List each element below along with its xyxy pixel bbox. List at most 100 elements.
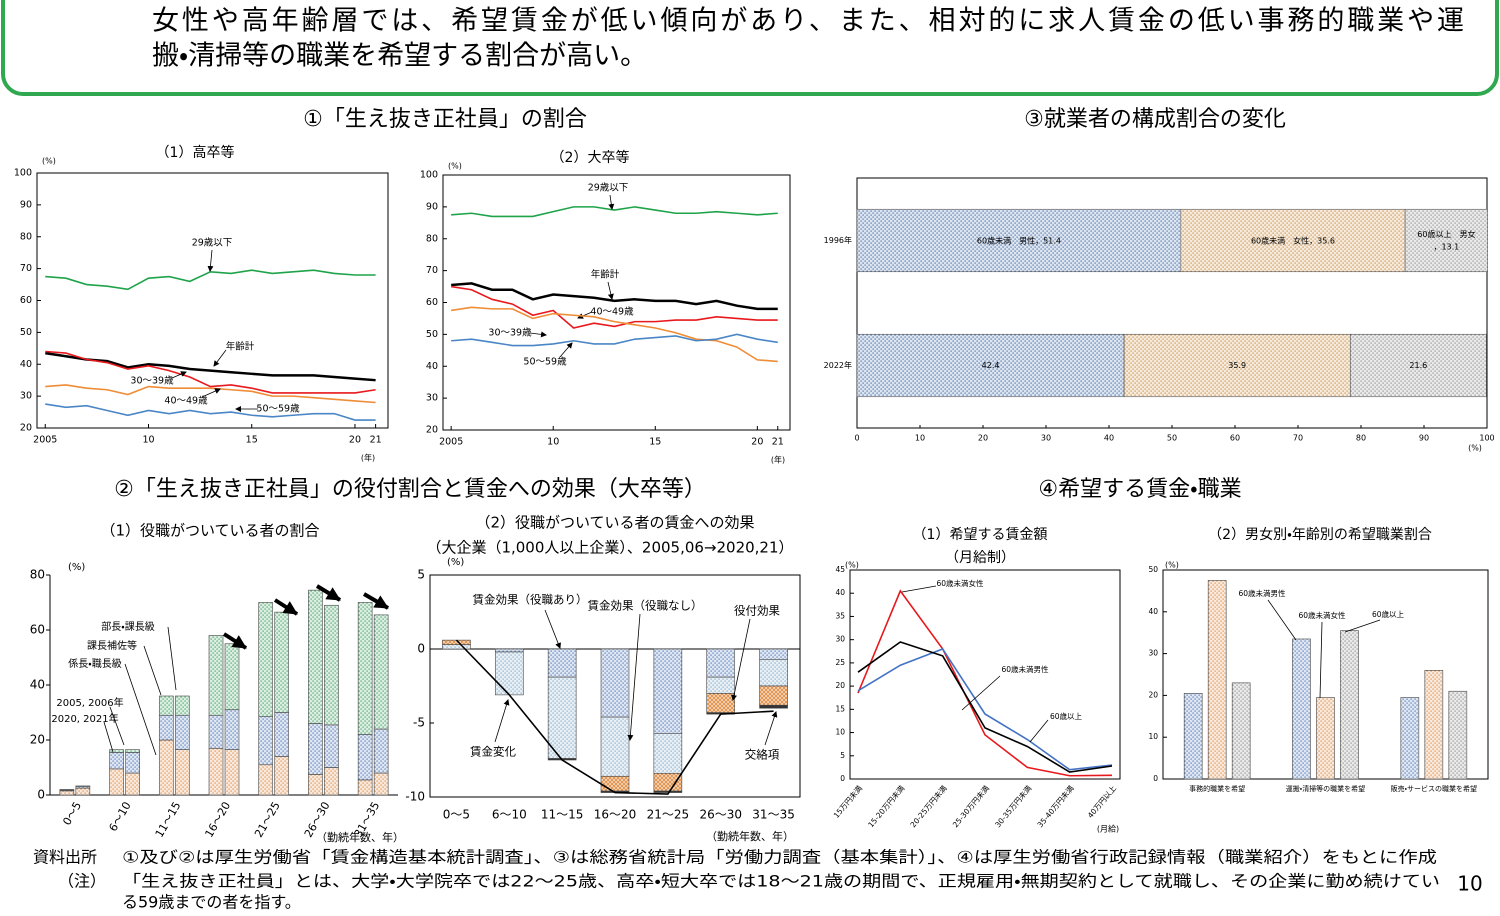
bar-segment: [258, 602, 274, 717]
bar-segment: [1207, 580, 1227, 780]
leader-line: [529, 331, 547, 338]
bar-segment: [706, 648, 736, 678]
bar-segment: [158, 695, 174, 716]
y-tick-label: -10: [405, 790, 425, 804]
y-tick-label: 50: [426, 329, 438, 340]
bar-segment: [357, 602, 373, 735]
y-tick-label: -5: [413, 716, 425, 730]
x-unit: (年): [771, 455, 785, 465]
bar-segment: [442, 644, 471, 650]
bar-segment: [357, 734, 373, 781]
y-tick-label: 0: [1153, 774, 1158, 783]
annotation: 60歳未満男性: [1001, 664, 1049, 674]
bar-segment: [208, 714, 224, 749]
x-tick-label: 15-20万円未満: [865, 783, 906, 829]
y-unit: (%): [68, 562, 85, 573]
x-tick-label: 60: [1230, 434, 1240, 443]
series-line: [451, 282, 778, 311]
bar-label: 60歳未満 男性，51.4: [977, 235, 1061, 245]
x-tick-label: 0～5: [443, 808, 470, 822]
section-title: ②「生え抜き正社員」の役付割合と賃金への効果（大卒等）: [114, 477, 706, 502]
series-line: [857, 647, 1113, 771]
annotation: 30～39歳: [130, 375, 174, 387]
y-tick-label: 40: [426, 361, 438, 372]
section-title: ①「生え抜き正社員」の割合: [303, 107, 587, 132]
label-separator: ，: [1433, 242, 1441, 251]
source-text: ①及び②は厚生労働省「賃金構造基本統計調査」、③は総務省統計局「労働力調査（基本…: [122, 848, 1437, 867]
bar-segment: [1183, 693, 1203, 780]
bar-segment: [653, 733, 683, 774]
y-tick-label: 30: [1148, 649, 1158, 658]
x-tick-label: 11～15: [541, 808, 584, 822]
annotation: 2020, 2021年: [51, 712, 118, 725]
header-text: 搬・清掃等の職業を希望する割合が高い。: [152, 41, 647, 72]
bar-segment: [600, 716, 630, 777]
bar-segment: [109, 749, 124, 753]
y-tick-label: 100: [14, 168, 32, 179]
x-tick-label: 21: [772, 437, 784, 448]
x-tick-label: 26～30: [699, 808, 742, 822]
section-title: ③就業者の構成割合の変化: [1024, 107, 1286, 132]
bar-segment: [759, 685, 788, 706]
x-tick-label: 30-35万円未満: [992, 783, 1033, 829]
x-tick-label: 16～20: [202, 800, 233, 840]
y-tick-label: 20: [30, 733, 45, 747]
bar-segment: [324, 604, 339, 726]
x-unit: （勤続年数、年）: [316, 830, 404, 844]
trend-arrow: [222, 632, 248, 650]
y-tick-label: 10: [835, 728, 845, 737]
bar-label: ，13.1: [1433, 242, 1459, 251]
source-label: 資料出所: [33, 848, 97, 867]
annotation: 29歳以下: [192, 237, 233, 249]
bar-segment: [653, 648, 683, 734]
series-line: [451, 206, 778, 218]
x-tick-label: 15: [246, 435, 258, 446]
chart-title: （2）男女別・年齢別の希望職業割合: [1208, 527, 1432, 543]
leader-line: [608, 194, 615, 210]
x-tick-label: 15万円未満: [831, 783, 864, 820]
bar-segment: [357, 779, 373, 796]
y-tick-label: 80: [426, 233, 438, 244]
bar-segment: [258, 716, 274, 766]
x-tick-label: 20: [978, 434, 988, 443]
value-label: 35.9: [1228, 361, 1246, 370]
bar-segment: [600, 648, 630, 718]
leader-line: [627, 613, 641, 741]
leader-line: [544, 609, 561, 649]
bar-segment: [1349, 333, 1487, 398]
bar-segment: [75, 785, 91, 788]
page-number: 10: [1457, 872, 1482, 896]
leader-line: [1267, 599, 1297, 641]
series-line: [451, 285, 778, 329]
trend-arrow: [273, 598, 299, 616]
x-tick-label: 21: [370, 435, 382, 446]
bar-segment: [308, 723, 323, 775]
annotation: 2005, 2006年: [56, 696, 123, 709]
bar-segment: [759, 659, 788, 687]
leader-line: [731, 618, 751, 701]
x-tick-label: 2005: [33, 435, 57, 446]
leader-line: [109, 706, 125, 746]
x-tick-label: 事務的職業を希望: [1189, 784, 1245, 793]
bar-segment: [1400, 697, 1420, 780]
x-tick-label: 6～10: [107, 800, 134, 834]
y-tick-label: 20: [835, 681, 845, 690]
x-tick-label: 31～35: [752, 808, 795, 822]
annotation: 40～49歳: [164, 395, 208, 407]
value-label: 51.4: [1043, 236, 1061, 245]
chart-title: （2）大卒等: [551, 149, 630, 166]
value-label: 42.4: [982, 361, 1000, 370]
bar-segment: [706, 676, 736, 694]
bar-segment: [224, 709, 240, 750]
plot-frame: [849, 569, 1121, 780]
bar-segment: [1231, 682, 1251, 780]
bar-segment: [109, 752, 124, 770]
y-tick-label: 40: [30, 678, 45, 692]
y-tick-label: 40: [1148, 607, 1158, 616]
bar-segment: [125, 752, 140, 774]
annotation: 年齢計: [226, 341, 255, 353]
chart-subtitle: （月給制）: [945, 550, 1015, 566]
x-tick-label: 6～10: [492, 808, 527, 822]
x-unit: (%): [1468, 444, 1482, 453]
leader-line: [577, 311, 593, 319]
